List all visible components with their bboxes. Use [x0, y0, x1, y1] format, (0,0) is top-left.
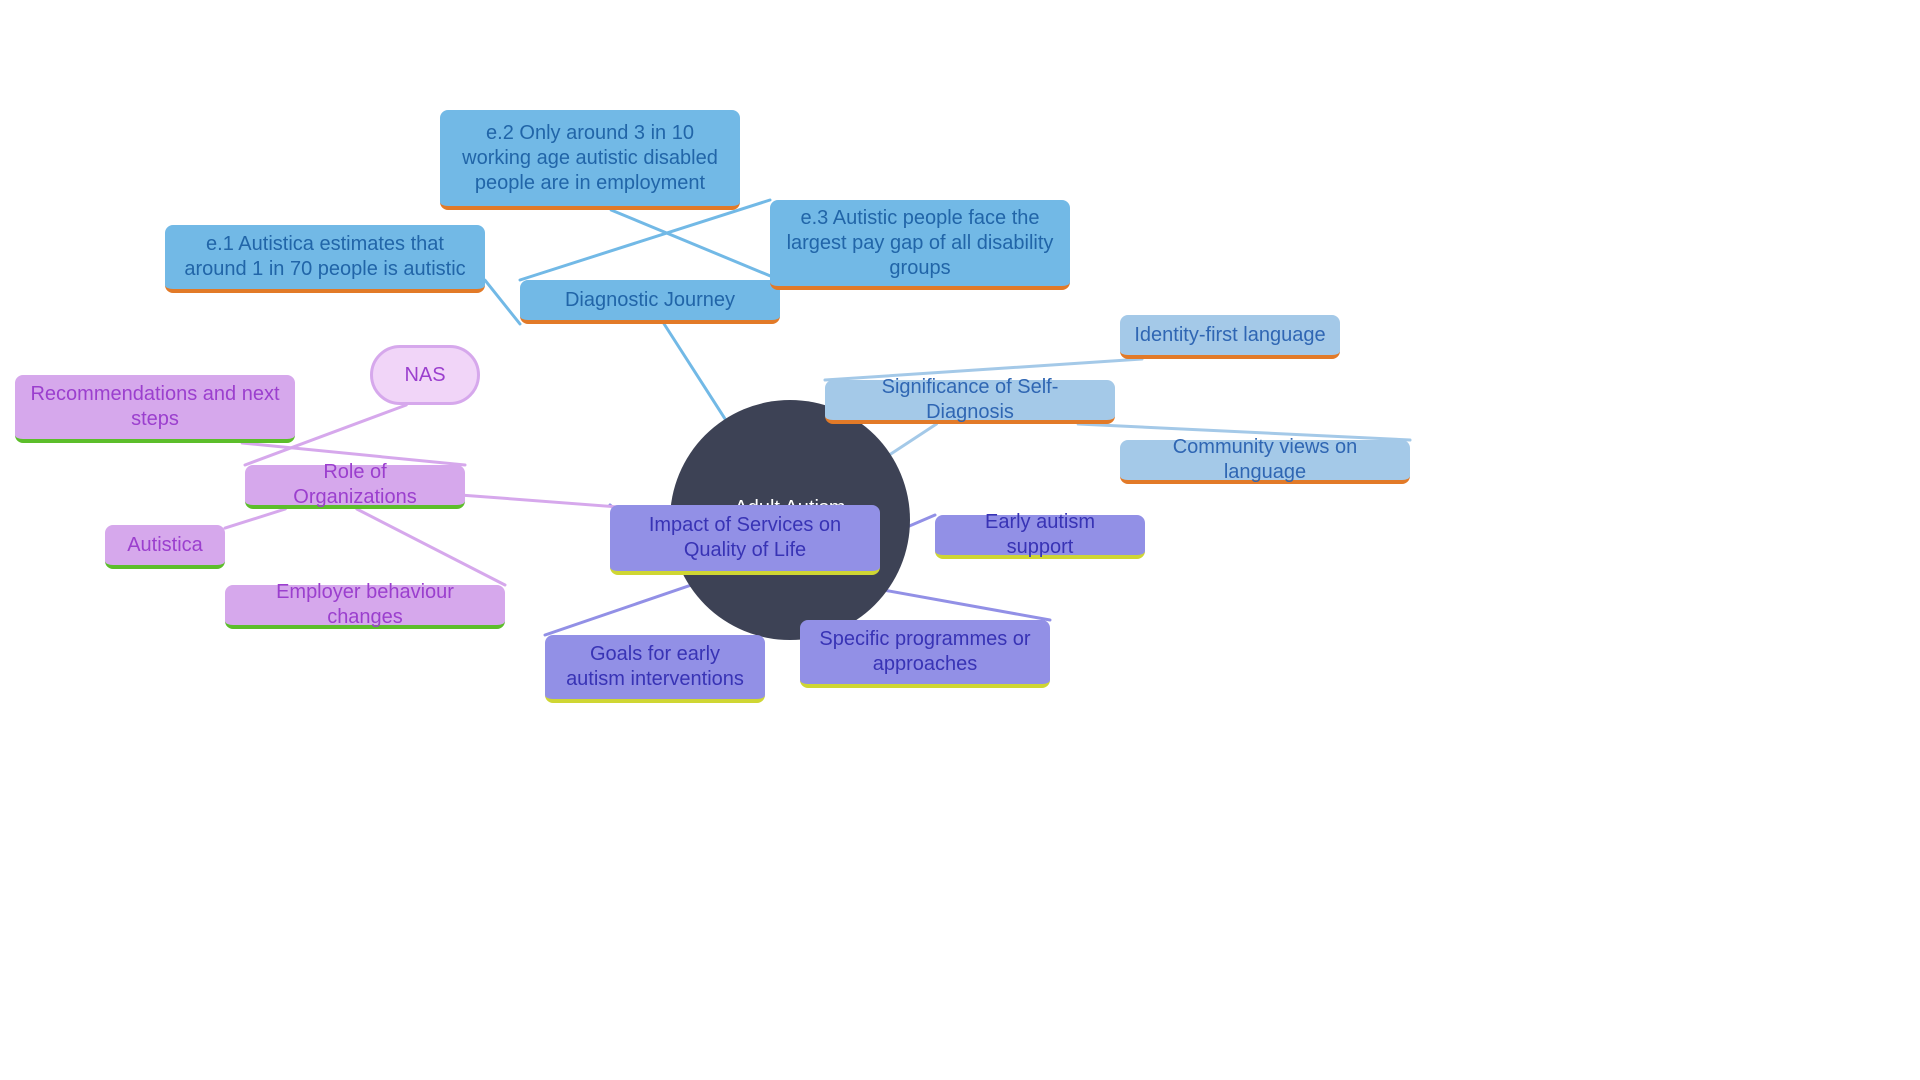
node-lightblue-child-1[interactable]: Community views on language: [1120, 440, 1410, 484]
node-label: Early autism support: [949, 510, 1131, 560]
node-indigo-child-1[interactable]: Specific programmes or approaches: [800, 620, 1050, 688]
node-label: Significance of Self-Diagnosis: [839, 375, 1101, 425]
node-label: Specific programmes or approaches: [814, 627, 1036, 677]
node-lightblue-main[interactable]: Significance of Self-Diagnosis: [825, 380, 1115, 424]
node-label: e.3 Autistic people face the largest pay…: [784, 206, 1056, 281]
node-label: Identity-first language: [1134, 323, 1325, 348]
mindmap-canvas: Adult Autism DiagnosisNASDiagnostic Jour…: [0, 0, 1920, 1080]
node-label: Employer behaviour changes: [239, 580, 491, 630]
node-blue-child-2[interactable]: e.3 Autistic people face the largest pay…: [770, 200, 1070, 290]
node-label: e.1 Autistica estimates that around 1 in…: [179, 232, 471, 282]
edge: [520, 200, 770, 280]
node-label: Role of Organizations: [259, 460, 451, 510]
node-blue-main[interactable]: Diagnostic Journey: [520, 280, 780, 324]
node-label: Diagnostic Journey: [565, 288, 735, 313]
node-violet-child-2[interactable]: Employer behaviour changes: [225, 585, 505, 629]
node-indigo-child-0[interactable]: Early autism support: [935, 515, 1145, 559]
edge: [664, 324, 725, 419]
edge: [225, 509, 285, 528]
node-lightblue-child-0[interactable]: Identity-first language: [1120, 315, 1340, 359]
node-label: Recommendations and next steps: [29, 382, 281, 432]
node-blue-child-1[interactable]: e.2 Only around 3 in 10 working age auti…: [440, 110, 740, 210]
node-label: e.2 Only around 3 in 10 working age auti…: [454, 121, 726, 196]
node-violet-main[interactable]: Role of Organizations: [245, 465, 465, 509]
node-violet-child-1[interactable]: Autistica: [105, 525, 225, 569]
edge: [485, 280, 520, 324]
pill-node-nas[interactable]: NAS: [370, 345, 480, 405]
edge: [357, 509, 505, 585]
node-blue-child-0[interactable]: e.1 Autistica estimates that around 1 in…: [165, 225, 485, 293]
node-label: Impact of Services on Quality of Life: [624, 513, 866, 563]
node-violet-child-0[interactable]: Recommendations and next steps: [15, 375, 295, 443]
edge: [611, 210, 780, 280]
edge: [890, 424, 936, 454]
pill-label: NAS: [404, 364, 445, 387]
node-label: Goals for early autism interventions: [559, 642, 751, 692]
node-indigo-main[interactable]: Impact of Services on Quality of Life: [610, 505, 880, 575]
node-label: Community views on language: [1134, 435, 1396, 485]
node-label: Autistica: [127, 533, 203, 558]
node-indigo-child-2[interactable]: Goals for early autism interventions: [545, 635, 765, 703]
